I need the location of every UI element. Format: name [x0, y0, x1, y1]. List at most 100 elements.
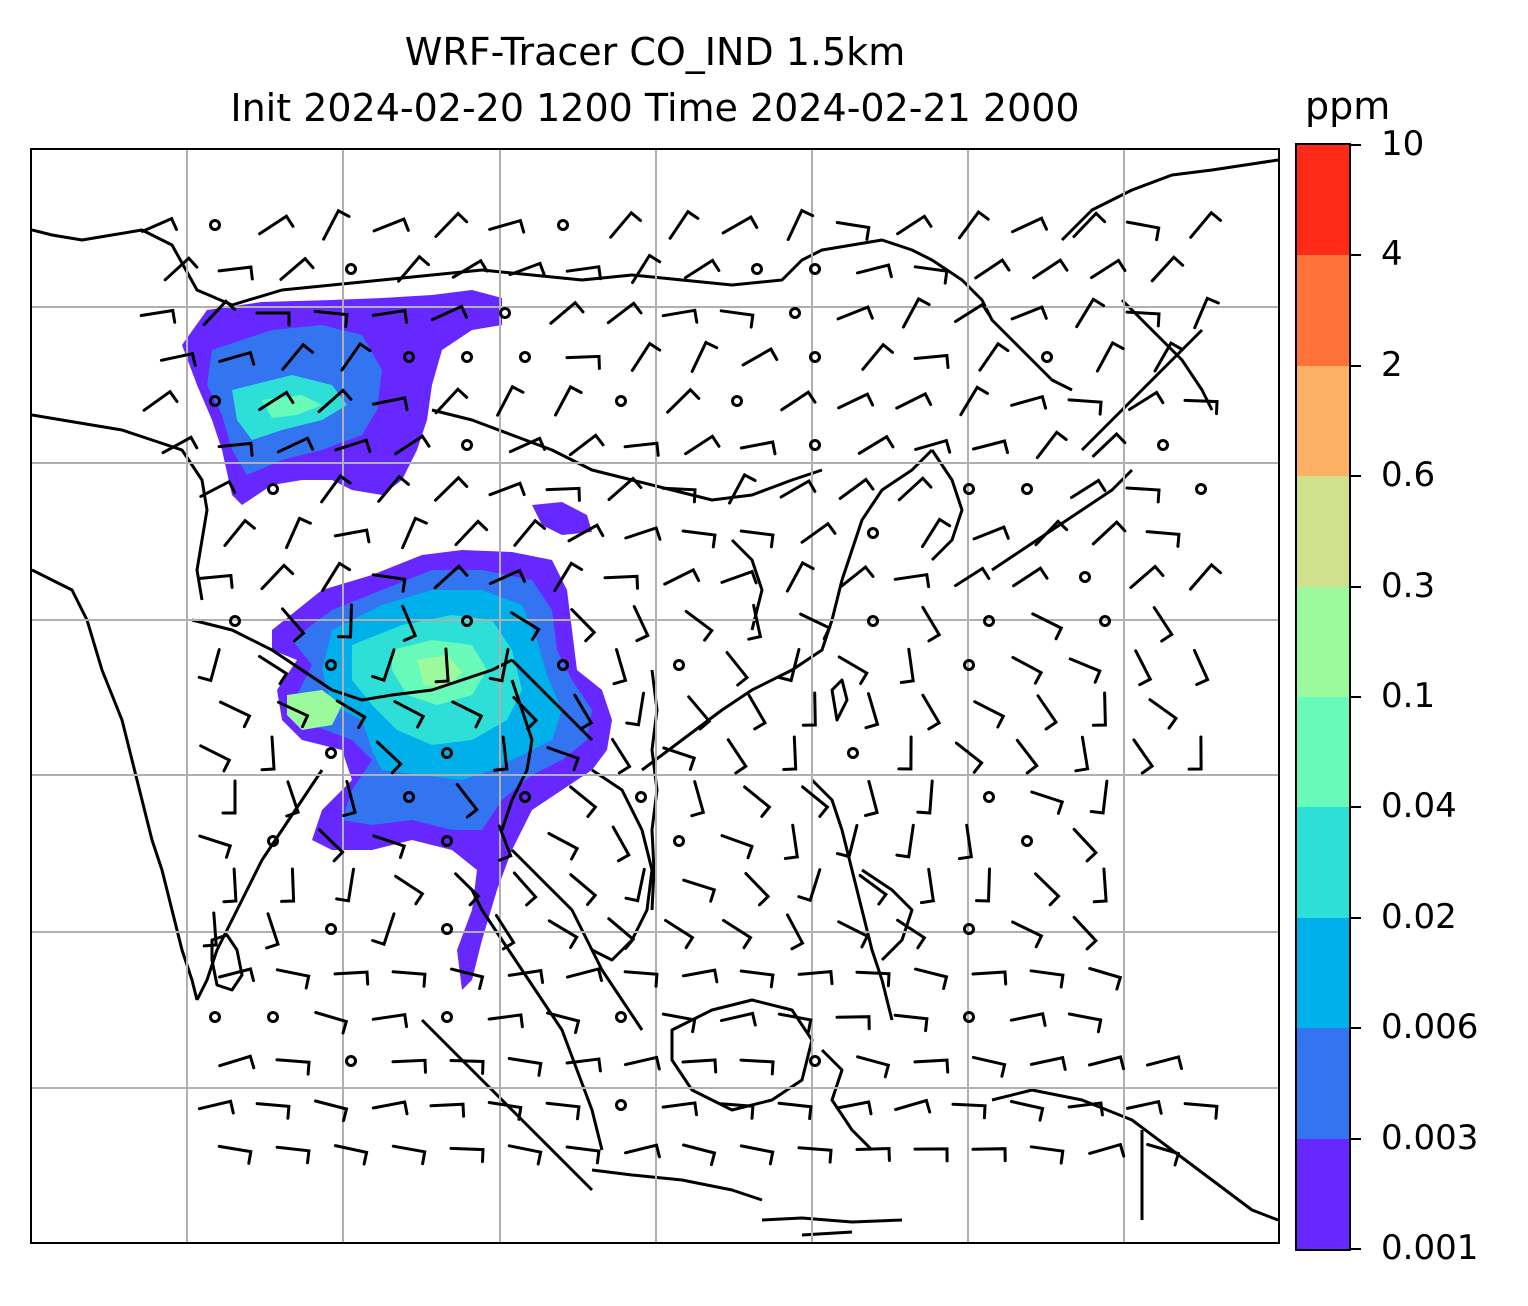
colorbar-segment: [1297, 1027, 1349, 1139]
calm-wind-circle: [229, 615, 241, 627]
calm-wind-circle: [983, 615, 995, 627]
wind-barb: [372, 217, 410, 233]
wind-barb: [1011, 216, 1048, 234]
calm-wind-circle: [325, 659, 337, 671]
wind-barb: [430, 304, 468, 322]
wind-barb: [895, 823, 915, 859]
wind-barb: [567, 523, 605, 543]
calm-wind-circle: [441, 1011, 453, 1023]
colorbar-tick-label: 0.006: [1381, 1007, 1479, 1048]
wind-barb: [1072, 211, 1107, 239]
colorbar-tick: [1351, 1027, 1361, 1030]
wind-barb: [1090, 258, 1127, 280]
wind-barb: [921, 517, 952, 549]
wind-barb: [455, 782, 479, 819]
wind-barb: [512, 871, 538, 907]
wind-barb: [372, 834, 407, 859]
calm-wind-circle: [1021, 483, 1033, 495]
wind-barb: [799, 612, 832, 641]
tracer-plume-north-spot: [262, 395, 322, 418]
wind-barb: [684, 609, 714, 642]
wind-barb: [728, 472, 757, 505]
wind-barb: [631, 253, 662, 284]
wind-barb: [202, 299, 237, 327]
wind-barb: [607, 476, 643, 501]
wind-barb: [603, 574, 639, 590]
wind-barb: [1145, 530, 1181, 548]
wind-barb: [893, 1013, 929, 1033]
calm-wind-circle: [615, 395, 627, 407]
wind-barb: [451, 258, 489, 279]
wind-barb: [568, 433, 605, 457]
wind-barb: [218, 1054, 256, 1070]
wind-barb: [921, 693, 942, 731]
wind-barb: [375, 740, 403, 775]
map-title-line-2: Init 2024-02-20 1200 Time 2024-02-21 200…: [230, 86, 1080, 130]
wind-barb: [835, 1100, 873, 1116]
wind-barb: [839, 565, 875, 589]
wind-barb: [835, 824, 859, 859]
wind-barb: [569, 785, 598, 818]
calm-wind-circle: [325, 923, 337, 935]
colorbar-segment: [1297, 696, 1349, 808]
wind-barb: [337, 603, 353, 639]
wind-barb: [837, 920, 870, 949]
wind-barb: [625, 691, 645, 727]
wind-barb: [684, 258, 721, 280]
map-title-line-1: WRF-Tracer CO_IND 1.5km: [404, 30, 906, 74]
wind-barb: [371, 1012, 408, 1029]
wind-barb: [546, 746, 581, 772]
colorbar-tick: [1351, 696, 1361, 698]
wind-barb: [508, 261, 546, 277]
wind-barb: [719, 1102, 755, 1120]
calm-wind-circle: [867, 527, 879, 539]
wind-barb: [279, 256, 315, 281]
wind-barb: [1146, 1055, 1183, 1070]
wind-barb: [836, 305, 874, 321]
wind-barb: [624, 1143, 661, 1159]
wind-barb: [1091, 519, 1127, 546]
wind-barb: [777, 1101, 813, 1121]
wind-barb: [777, 648, 801, 683]
wind-barb: [508, 436, 546, 454]
wind-barb: [661, 486, 697, 504]
wind-barb: [837, 392, 875, 410]
wind-barb: [313, 309, 349, 328]
wind-barb: [861, 342, 894, 371]
wind-barb: [277, 700, 310, 729]
colorbar: [1295, 143, 1351, 1251]
wind-barb: [223, 518, 256, 547]
wind-barb: [632, 605, 650, 643]
wind-barb: [739, 529, 775, 549]
wind-barb: [434, 387, 469, 415]
wind-barb: [394, 434, 431, 456]
wind-barb: [1150, 255, 1185, 283]
calm-wind-circle: [867, 615, 879, 627]
wind-barb: [401, 604, 418, 642]
wind-barb: [954, 566, 991, 588]
wind-barb: [333, 528, 371, 544]
wind-barb: [1012, 566, 1049, 588]
wind-barb: [565, 354, 601, 370]
wind-barb: [663, 567, 701, 586]
wind-barbs: [139, 208, 1222, 1167]
wind-barb: [747, 603, 763, 641]
colorbar-segment: [1297, 806, 1349, 918]
wind-barb: [1068, 657, 1102, 684]
wind-barb: [391, 1058, 427, 1074]
wind-barb: [393, 700, 426, 729]
calm-wind-circle: [751, 263, 763, 275]
wind-barb: [855, 1146, 891, 1162]
wind-barb: [971, 970, 1008, 986]
wind-barb: [1010, 305, 1048, 321]
calm-wind-circle: [441, 835, 453, 847]
wind-barb: [1035, 430, 1068, 460]
wind-barb: [801, 691, 817, 727]
wind-barb: [197, 648, 221, 683]
wind-barb: [547, 919, 579, 949]
wind-barb: [1011, 655, 1044, 685]
calm-wind-circle: [963, 659, 975, 671]
wind-barb: [321, 561, 352, 593]
calm-wind-circle: [345, 1055, 357, 1067]
colorbar-tick-label: 0.3: [1381, 565, 1436, 606]
